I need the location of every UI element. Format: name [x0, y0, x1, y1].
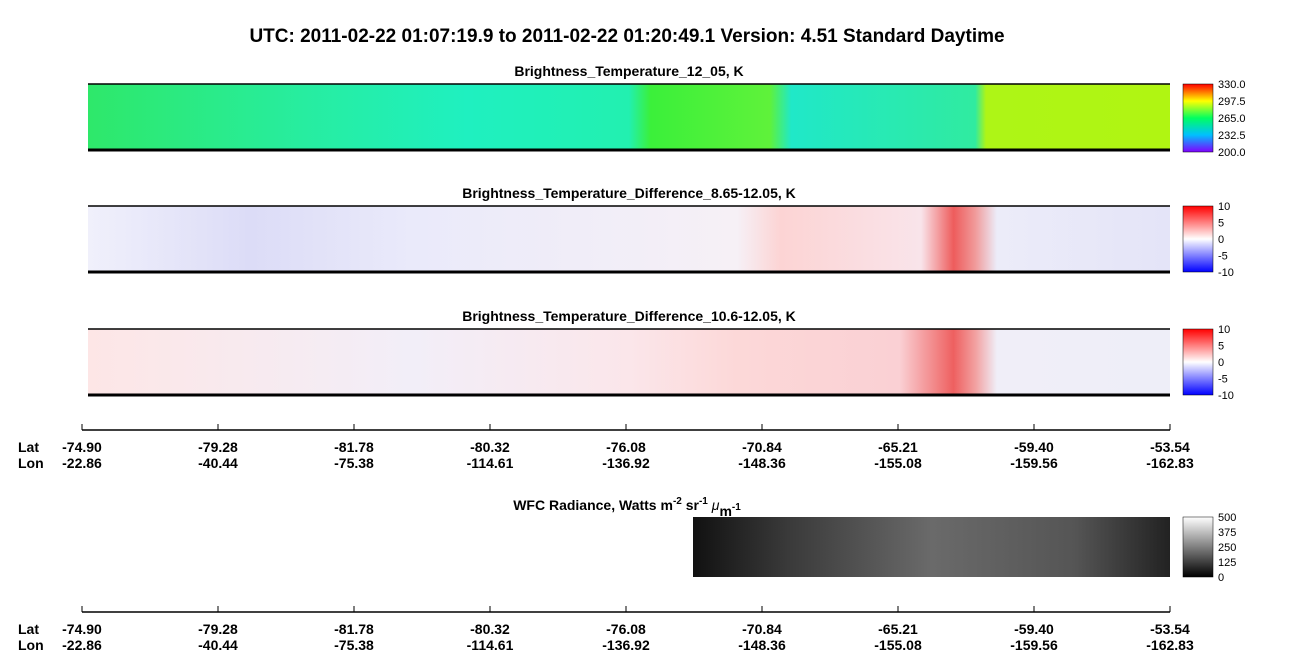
colorbar: [1182, 205, 1214, 273]
lat-label: -81.78: [334, 439, 374, 455]
lon-label: -155.08: [874, 637, 922, 653]
colorbar-label: 232.5: [1218, 130, 1246, 142]
colorbar-label: 0: [1218, 357, 1224, 369]
lon-label: -22.86: [62, 455, 102, 471]
title-part: -2: [673, 496, 682, 507]
lat-label: -76.08: [606, 439, 646, 455]
lon-label: -136.92: [602, 637, 650, 653]
colorbar: [1182, 516, 1214, 578]
colorbar-label: -5: [1218, 374, 1228, 386]
title-part: sr: [682, 497, 700, 513]
lon-label: -148.36: [738, 637, 786, 653]
colorbar-label: -10: [1218, 390, 1234, 402]
colorbar-label: 125: [1218, 557, 1236, 569]
lon-label: -114.61: [467, 637, 514, 653]
panel-title: Brightness_Temperature_12_05, K: [514, 63, 743, 79]
lat-label: -70.84: [742, 621, 782, 637]
lon-label: -75.38: [334, 637, 374, 653]
lat-label: -79.28: [198, 439, 238, 455]
axis-label: Lon: [18, 637, 44, 653]
title-part: -1: [732, 502, 741, 513]
colorbar-label: 0: [1218, 572, 1224, 584]
lon-label: -159.56: [1010, 637, 1058, 653]
lat-label: -65.21: [878, 621, 918, 637]
lon-label: -162.83: [1146, 455, 1194, 471]
lon-label: -155.08: [874, 455, 922, 471]
axis-label: Lon: [18, 455, 44, 471]
lat-label: -70.84: [742, 439, 782, 455]
lon-label: -75.38: [334, 455, 374, 471]
lon-label: -148.36: [738, 455, 786, 471]
colorbar-label: 200.0: [1218, 147, 1246, 159]
colorbar-label: 297.5: [1218, 96, 1246, 108]
lon-label: -159.56: [1010, 455, 1058, 471]
lat-label: -79.28: [198, 621, 238, 637]
panel-title: Brightness_Temperature_Difference_8.65-1…: [462, 185, 796, 201]
lat-label: -81.78: [334, 621, 374, 637]
lat-label: -53.54: [1150, 439, 1190, 455]
lon-label: -136.92: [602, 455, 650, 471]
colorbar-label: 10: [1218, 201, 1230, 213]
lat-label: -59.40: [1014, 439, 1054, 455]
title-part: μ: [711, 497, 720, 513]
lat-label: -80.32: [470, 439, 510, 455]
wfc-image: [693, 517, 1170, 577]
lat-label: -65.21: [878, 439, 918, 455]
colorbar-label: 265.0: [1218, 113, 1246, 125]
colorbar-label: 375: [1218, 527, 1236, 539]
title-part: -1: [699, 496, 708, 507]
btd-image: [88, 206, 1170, 272]
lon-label: -40.44: [198, 637, 238, 653]
colorbar-label: 500: [1218, 512, 1236, 524]
btd-image: [88, 329, 1170, 395]
lon-label: -40.44: [198, 455, 238, 471]
colorbar-label: 5: [1218, 218, 1224, 230]
title-part: m: [719, 503, 731, 519]
colorbar: [1182, 83, 1214, 153]
axis-label: Lat: [18, 621, 39, 637]
lat-label: -74.90: [62, 621, 102, 637]
title-part: WFC Radiance, Watts m: [513, 497, 673, 513]
colorbar-label: -5: [1218, 251, 1228, 263]
colorbar-label: 10: [1218, 324, 1230, 336]
colorbar-label: -10: [1218, 267, 1234, 279]
lon-label: -162.83: [1146, 637, 1194, 653]
colorbar-label: 330.0: [1218, 79, 1246, 91]
lon-label: -22.86: [62, 637, 102, 653]
lon-label: -114.61: [467, 455, 514, 471]
lat-label: -76.08: [606, 621, 646, 637]
title: UTC: 2011-02-22 01:07:19.9 to 2011-02-22…: [249, 26, 1004, 47]
bt-image: [88, 84, 1170, 151]
lat-label: -74.90: [62, 439, 102, 455]
colorbar-label: 250: [1218, 542, 1236, 554]
wfc-title: WFC Radiance, Watts m-2 sr-1 μm-1: [513, 496, 741, 519]
axis-label: Lat: [18, 439, 39, 455]
panel-title: Brightness_Temperature_Difference_10.6-1…: [462, 308, 796, 324]
lat-label: -80.32: [470, 621, 510, 637]
colorbar: [1182, 328, 1214, 396]
lat-label: -53.54: [1150, 621, 1190, 637]
lat-label: -59.40: [1014, 621, 1054, 637]
colorbar-label: 5: [1218, 341, 1224, 353]
colorbar-label: 0: [1218, 234, 1224, 246]
